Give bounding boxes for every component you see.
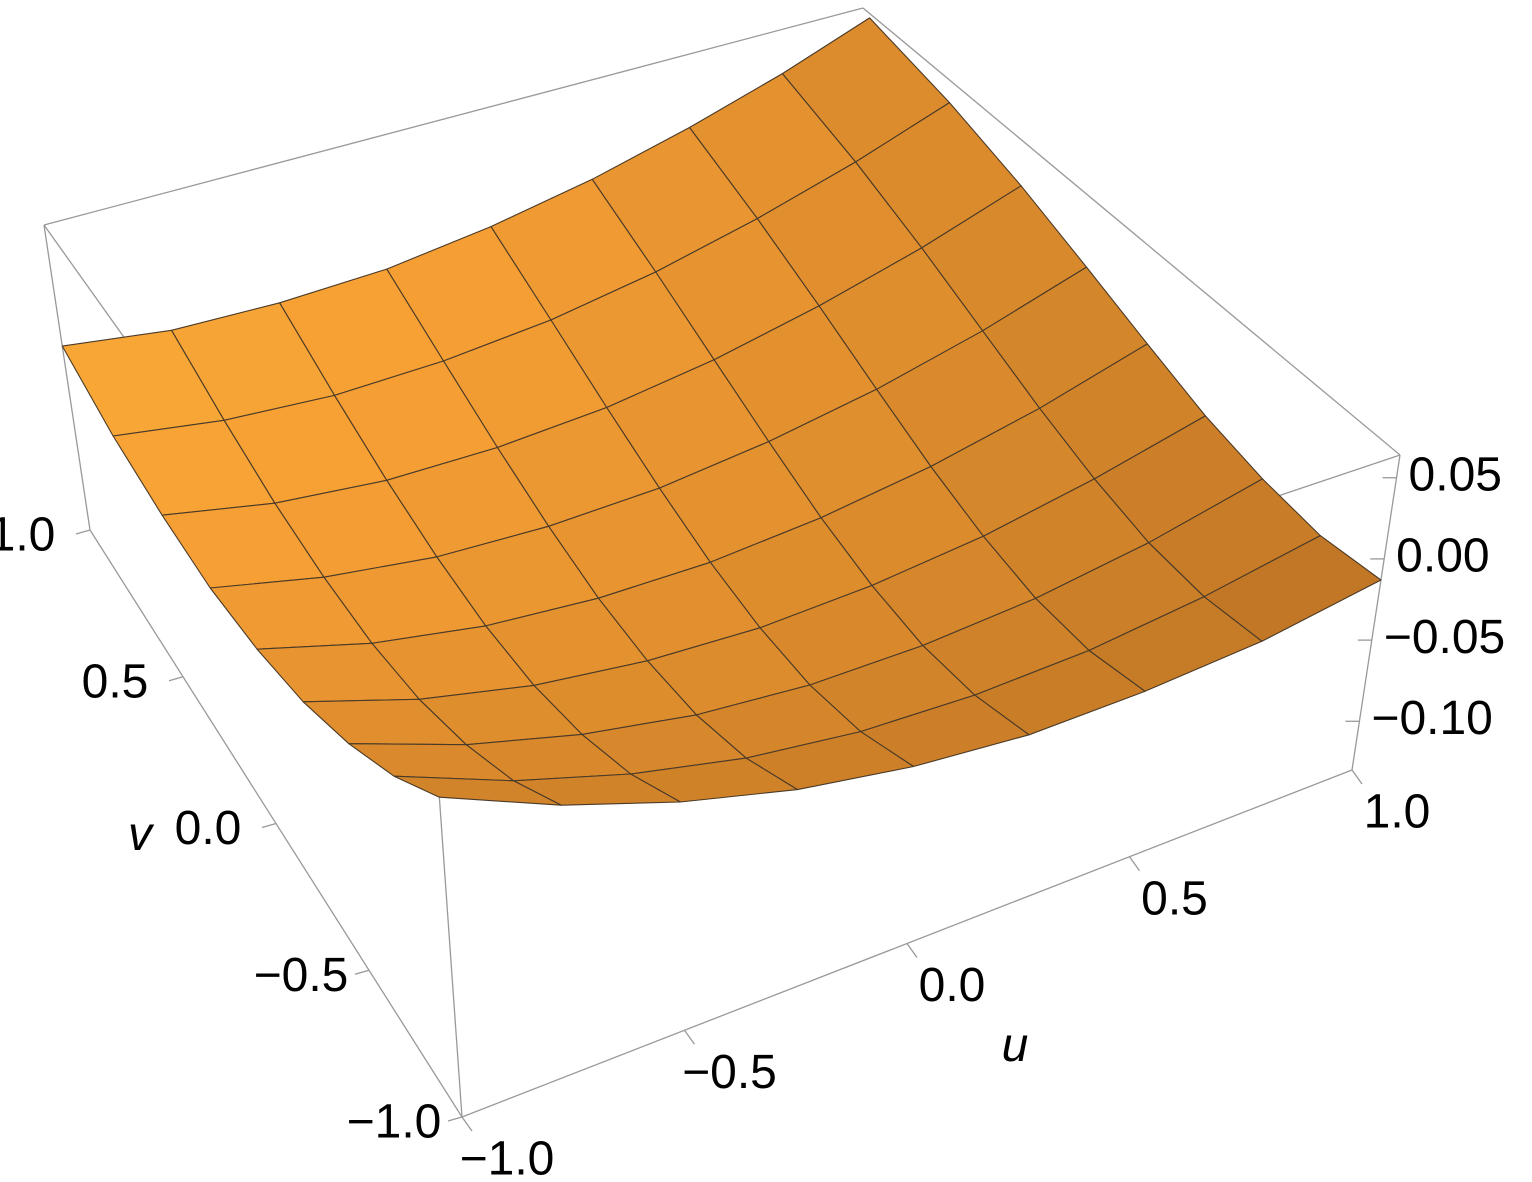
x-axis-label: u <box>1002 1019 1029 1072</box>
y-tick <box>75 529 91 535</box>
box-edge <box>437 777 463 1118</box>
z-tick-label: 0.05 <box>1409 448 1502 501</box>
y-tick-label: 1.0 <box>0 509 55 562</box>
x-tick-label: −0.5 <box>682 1046 777 1099</box>
y-tick <box>354 969 370 975</box>
box-edge <box>1351 454 1401 771</box>
x-tick <box>461 1116 473 1132</box>
x-tick-label: 1.0 <box>1364 786 1431 839</box>
x-tick <box>683 1029 696 1045</box>
x-tick <box>1351 769 1363 785</box>
y-tick <box>168 676 184 682</box>
box-edge <box>43 224 91 531</box>
x-tick <box>906 943 918 958</box>
y-tick-label: −1.0 <box>347 1096 442 1149</box>
y-tick <box>261 822 277 829</box>
y-tick-label: −0.5 <box>254 949 349 1002</box>
z-tick-label: −0.10 <box>1371 692 1492 745</box>
y-tick-label: 0.0 <box>175 802 242 855</box>
y-tick-label: 0.5 <box>82 655 149 708</box>
x-tick-label: 0.0 <box>919 959 986 1012</box>
box-edge <box>862 7 1401 456</box>
z-tick-label: −0.05 <box>1384 611 1505 664</box>
z-tick-label: 0.00 <box>1396 530 1489 583</box>
x-tick-label: 0.5 <box>1141 872 1208 925</box>
surface-patch <box>393 775 562 806</box>
x-tick <box>1128 856 1141 872</box>
y-axis-label: v <box>128 808 155 861</box>
y-tick <box>447 1116 463 1122</box>
x-tick-label: −1.0 <box>460 1133 555 1182</box>
box-edge <box>43 7 864 226</box>
